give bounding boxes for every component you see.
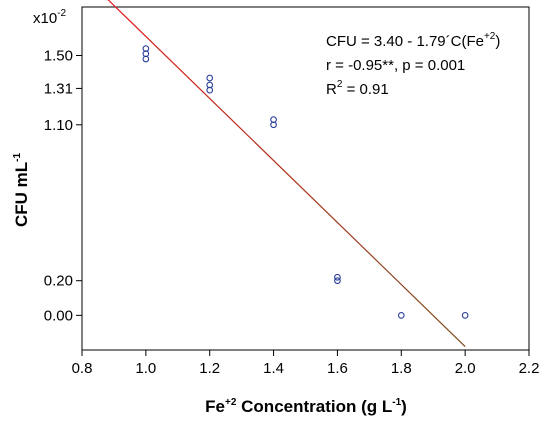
data-points [142, 45, 469, 319]
x-tick-label: 2.2 [519, 360, 540, 377]
x-tick-label: 1.6 [327, 360, 348, 377]
x-axis-ticks: 0.8 1.0 1.2 1.4 1.6 1.8 2.0 2.2 [72, 350, 540, 377]
y-tick-label: 1.31 [44, 80, 73, 97]
y-scale-note: x10-2 [33, 8, 67, 27]
y-tick-label: 0.00 [44, 307, 73, 324]
x-axis-title: Fe+2 Concentration (g L-1) [205, 397, 407, 416]
data-point [206, 74, 214, 82]
x-tick-label: 1.4 [263, 360, 284, 377]
y-tick-label: 1.50 [44, 48, 73, 65]
y-axis-title: CFU mL-1 [12, 153, 31, 228]
y-tick-label: 0.20 [44, 273, 73, 290]
data-point [142, 55, 150, 63]
correlation-stats: r = -0.95**, p = 0.001 [326, 57, 465, 74]
data-point [397, 312, 405, 319]
data-point [270, 121, 277, 129]
regression-equation: CFU = 3.40 - 1.79´C(Fe+2) [326, 31, 500, 50]
r-squared: R2 = 0.91 [326, 79, 389, 98]
data-point [206, 86, 214, 94]
plot-area-frame [81, 6, 530, 351]
y-axis-ticks: 0.00 0.20 1.10 1.31 1.50 [44, 48, 82, 324]
data-point [461, 312, 469, 319]
regression-line [107, 0, 466, 347]
x-tick-label: 2.0 [455, 360, 476, 377]
data-point [334, 277, 341, 285]
x-tick-label: 1.0 [135, 360, 156, 377]
y-tick-label: 1.10 [44, 117, 73, 134]
data-point [334, 273, 341, 281]
x-tick-label: 1.8 [391, 360, 412, 377]
x-tick-label: 0.8 [72, 360, 93, 377]
x-tick-label: 1.2 [199, 360, 220, 377]
